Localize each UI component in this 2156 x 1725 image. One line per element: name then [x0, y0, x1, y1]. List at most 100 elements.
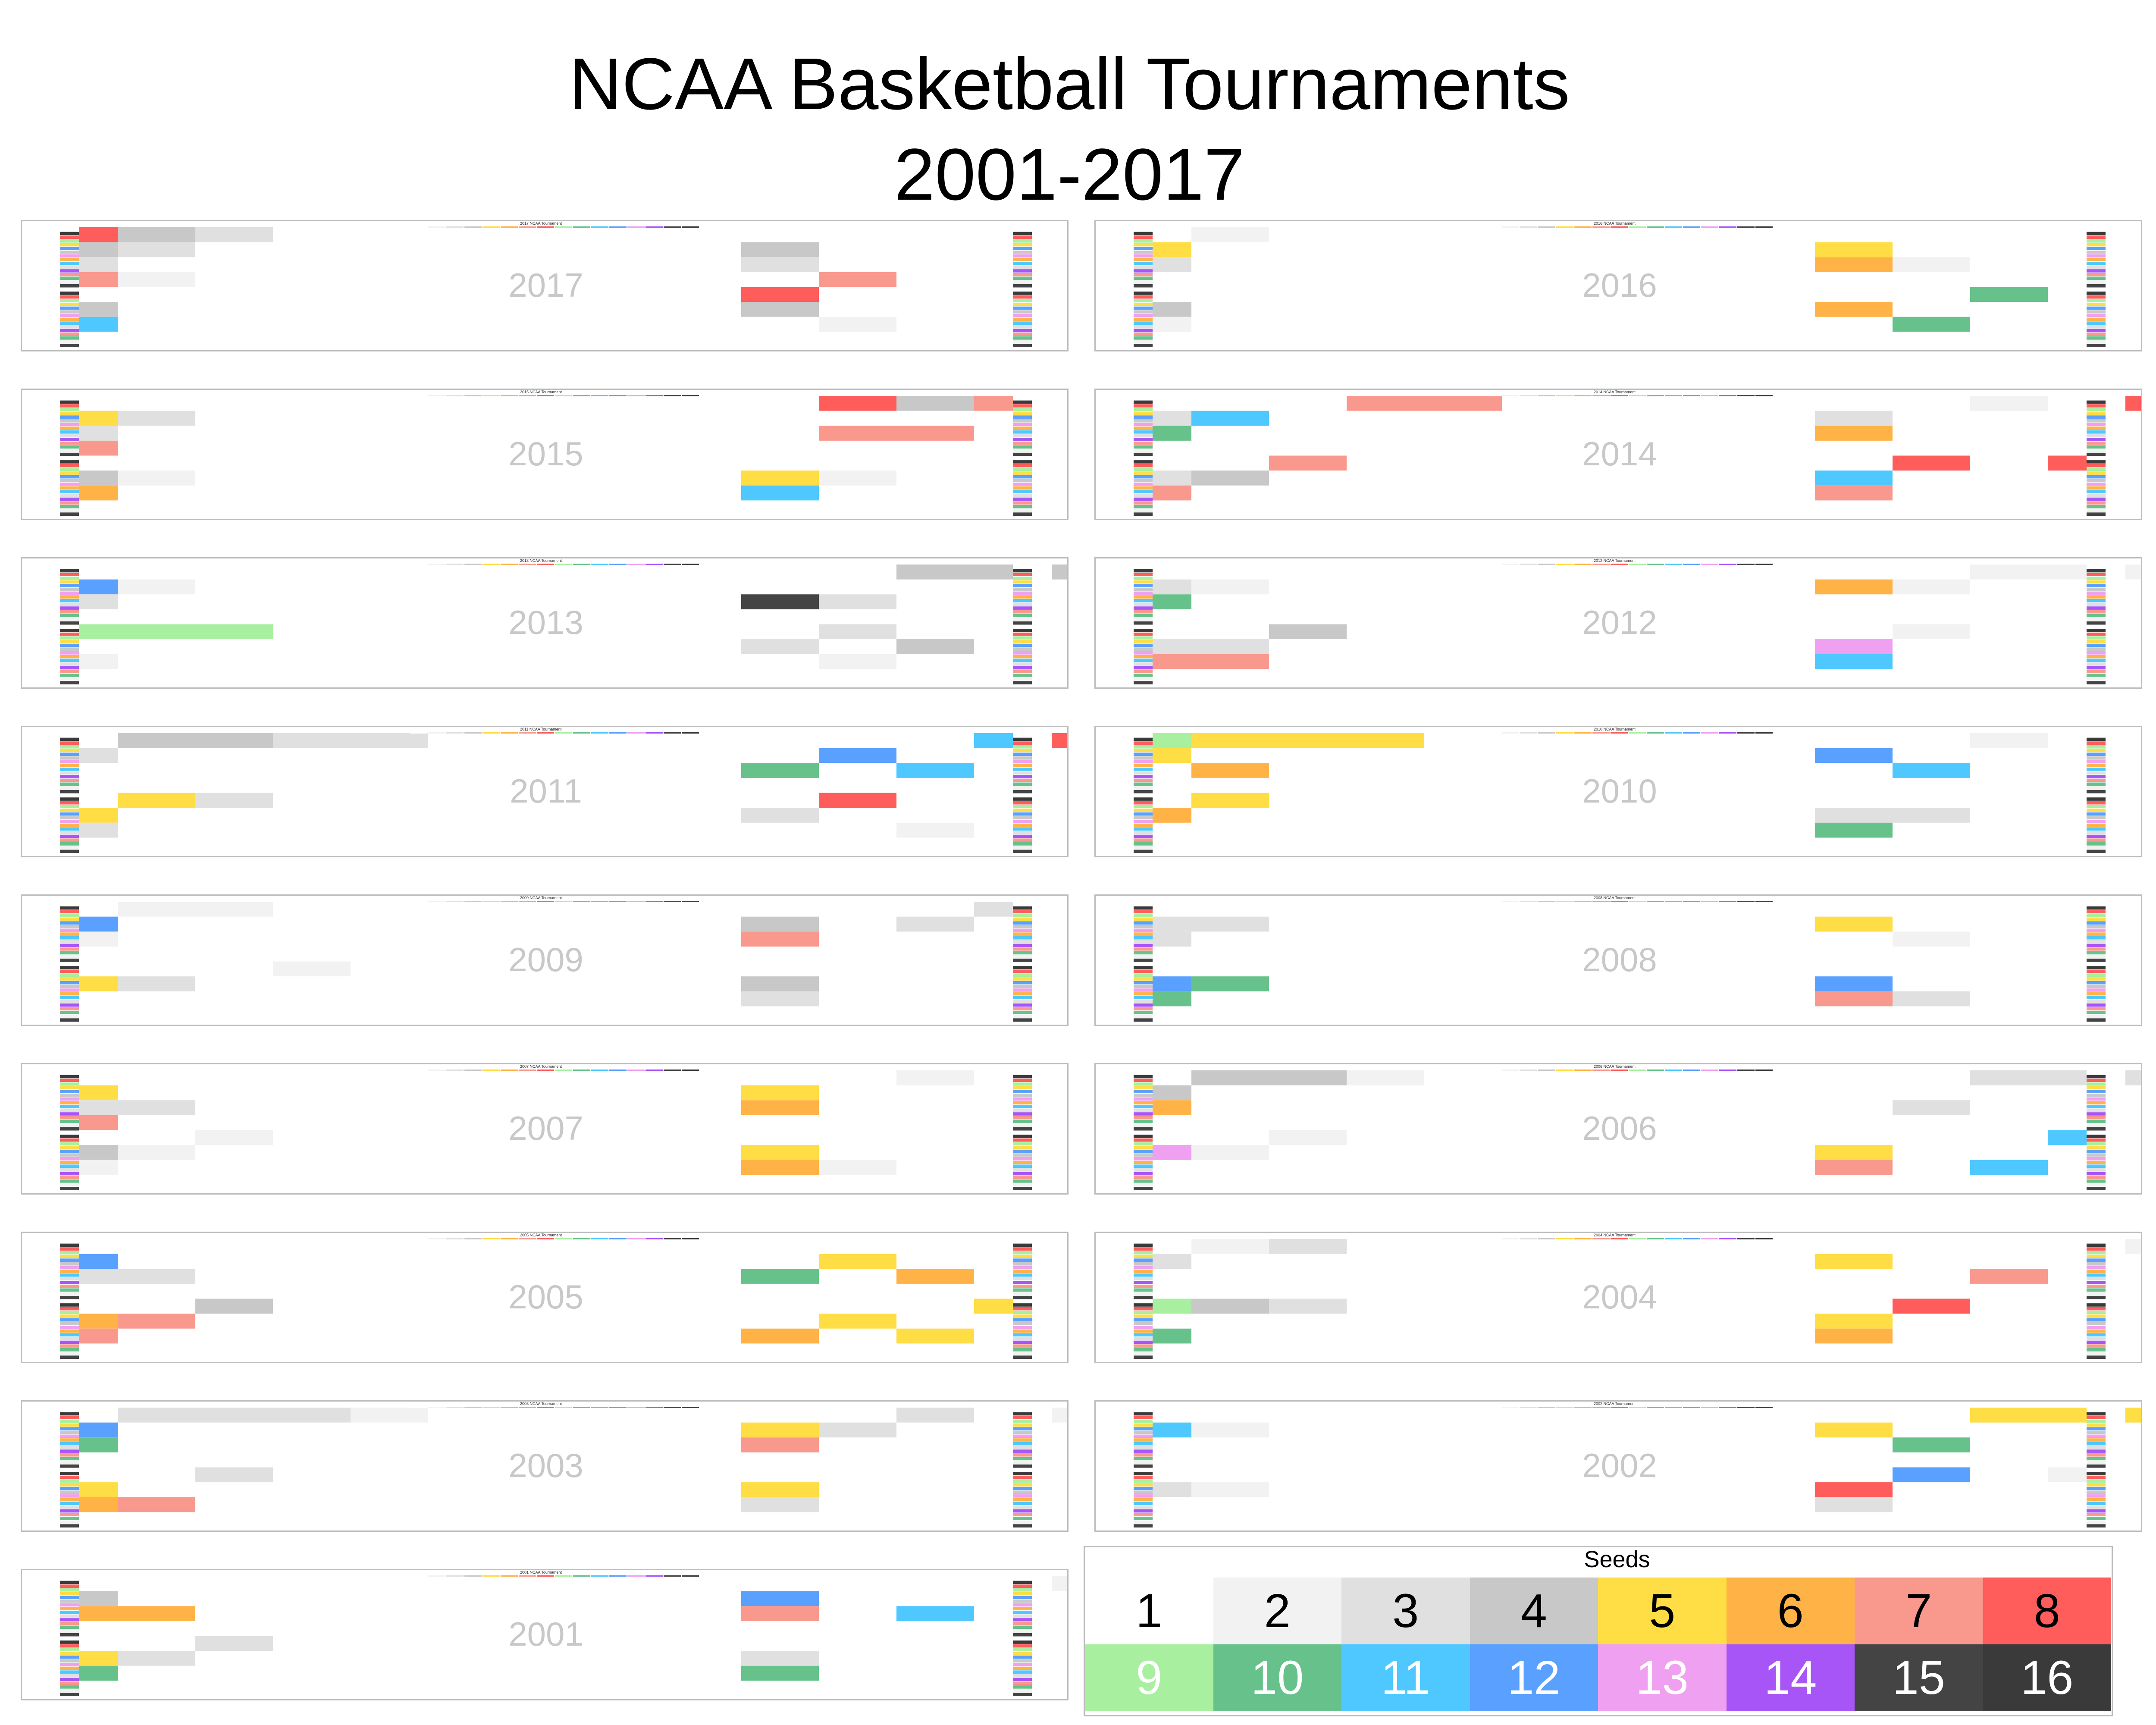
round-fill-right-1 — [896, 396, 974, 411]
seed-strip-left-1-3 — [60, 1648, 79, 1652]
seed-strip-left-1-8 — [60, 1160, 79, 1164]
seed-strip-right-1-2 — [1013, 464, 1032, 467]
bracket-panel-2010: 2010 2010 NCAA Tournament — [1094, 726, 2142, 857]
seed-strip-right-0-14 — [2087, 618, 2106, 621]
seed-strip-left-0-5 — [60, 1596, 79, 1599]
header-tick-0 — [410, 395, 427, 396]
header-tick-15 — [1755, 1070, 1773, 1071]
seed-strip-left-1-4 — [60, 1146, 79, 1149]
seed-strip-right-1-12 — [2087, 670, 2106, 674]
seed-strip-left-1-5 — [1134, 306, 1153, 310]
header-tick-4 — [1556, 1238, 1573, 1239]
seed-strip-right-1-15 — [2087, 681, 2106, 684]
header-tick-4 — [483, 564, 500, 565]
header-tick-2 — [446, 901, 464, 902]
seed-strip-right-1-11 — [2087, 329, 2106, 332]
seed-strip-left-1-11 — [60, 834, 79, 838]
seed-strip-right-0-0 — [2087, 228, 2106, 232]
seed-strip-right-1-11 — [2087, 1509, 2106, 1513]
header-tick-11 — [1683, 1070, 1700, 1071]
seed-strip-right-1-12 — [1013, 332, 1032, 336]
seed-strip-left-0-13 — [60, 1457, 79, 1461]
round-fill-left-3 — [1153, 470, 1191, 486]
legend-cell-seed-5: 5 — [1598, 1578, 1727, 1644]
seed-strip-right-1-5 — [2087, 1318, 2106, 1322]
seed-strip-right-1-12 — [1013, 1007, 1032, 1011]
header-tick-8 — [1629, 1070, 1646, 1071]
round-fill-right-0 — [974, 1298, 1013, 1314]
seed-strip-left-1-6 — [60, 479, 79, 483]
seed-strip-left-1-9 — [1134, 659, 1153, 662]
seed-strip-left-1-13 — [1134, 1348, 1153, 1352]
seed-strip-left-0-4 — [1134, 749, 1153, 753]
seed-strip-right-0-14 — [1013, 1461, 1032, 1464]
round-fill-left-4 — [1347, 1070, 1424, 1085]
round-fill-right-5 — [741, 1665, 819, 1681]
year-label: 2005 — [508, 1277, 583, 1316]
seed-strip-right-0-3 — [1013, 1588, 1032, 1592]
header-tick-14 — [1737, 732, 1755, 734]
seed-strip-right-1-7 — [1013, 1326, 1032, 1329]
bracket-panel-2016: 2016 2016 NCAA Tournament — [1094, 220, 2142, 351]
round-fill-left-1 — [1153, 426, 1191, 441]
seed-strip-right-0-6 — [2087, 1262, 2106, 1266]
seed-strip-left-1-7 — [60, 483, 79, 486]
header-tick-5 — [501, 1407, 518, 1408]
seed-strip-right-1-2 — [1013, 295, 1032, 299]
seed-strip-right-1-2 — [2087, 464, 2106, 467]
header-tick-4 — [1556, 1407, 1573, 1408]
header-tick-11 — [1683, 901, 1700, 902]
seed-strip-left-1-12 — [60, 1344, 79, 1348]
round-fill-left-6 — [118, 470, 195, 486]
header-tick-10 — [591, 1238, 608, 1239]
round-fill-left-4 — [79, 976, 118, 991]
header-tick-13 — [1719, 732, 1736, 734]
round-fill-right-6 — [1815, 470, 1893, 486]
header-tick-8 — [555, 564, 572, 565]
seed-strip-left-0-8 — [1134, 932, 1153, 936]
legend-title: Seeds — [1584, 1546, 1650, 1572]
header-tick-13 — [1719, 1407, 1736, 1408]
header-tick-2 — [446, 1070, 464, 1071]
round-fill-left-7 — [79, 287, 118, 302]
header-tick-8 — [555, 901, 572, 902]
seed-strip-left-0-1 — [1134, 1243, 1153, 1247]
seed-strip-left-0-0 — [60, 734, 79, 737]
seed-strip-right-1-3 — [2087, 973, 2106, 977]
seed-strip-left-0-0 — [1134, 1408, 1153, 1412]
seed-strip-left-1-6 — [60, 310, 79, 314]
header-tick-2 — [1520, 1238, 1537, 1239]
seed-strip-right-0-14 — [1013, 280, 1032, 284]
seed-strip-right-0-10 — [1013, 1277, 1032, 1281]
legend-cell-seed-2: 2 — [1213, 1578, 1341, 1644]
header-tick-4 — [483, 395, 500, 396]
seed-strip-left-0-11 — [60, 269, 79, 273]
round-fill-right-0 — [1815, 916, 1893, 932]
round-fill-right-0 — [741, 257, 819, 272]
seed-strip-right-1-15 — [1013, 1355, 1032, 1359]
round-fill-right-2 — [741, 916, 819, 932]
header-tick-3 — [1538, 901, 1555, 902]
round-fill-left-6 — [195, 1636, 273, 1651]
header-tick-9 — [573, 1575, 590, 1577]
seed-strip-right-0-8 — [1013, 1101, 1032, 1104]
seed-strip-left-0-1 — [1134, 737, 1153, 741]
year-label: 2012 — [1582, 603, 1657, 641]
seed-strip-right-0-11 — [1013, 775, 1032, 778]
seed-strip-left-1-6 — [1134, 479, 1153, 483]
header-tick-3 — [464, 1070, 482, 1071]
seed-strip-right-1-3 — [1013, 467, 1032, 471]
header-tick-4 — [483, 1238, 500, 1239]
round-fill-left-6 — [273, 961, 351, 977]
seed-strip-right-1-5 — [1013, 981, 1032, 985]
round-fill-right-3 — [741, 1269, 819, 1284]
round-fill-left-5 — [1153, 1145, 1191, 1160]
round-fill-left-8 — [1153, 485, 1191, 501]
seed-strip-right-1-0 — [2087, 625, 2106, 629]
seed-strip-right-1-5 — [1013, 1149, 1032, 1153]
seed-strip-left-0-8 — [1134, 764, 1153, 767]
seed-strip-right-0-1 — [1013, 906, 1032, 910]
header-tick-5 — [1574, 1070, 1592, 1071]
seed-strip-right-1-15 — [2087, 1018, 2106, 1022]
seed-strip-left-1-2 — [1134, 1138, 1153, 1142]
